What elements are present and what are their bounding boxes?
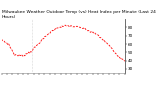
Text: Milwaukee Weather Outdoor Temp (vs) Heat Index per Minute (Last 24 Hours): Milwaukee Weather Outdoor Temp (vs) Heat… <box>2 10 156 19</box>
